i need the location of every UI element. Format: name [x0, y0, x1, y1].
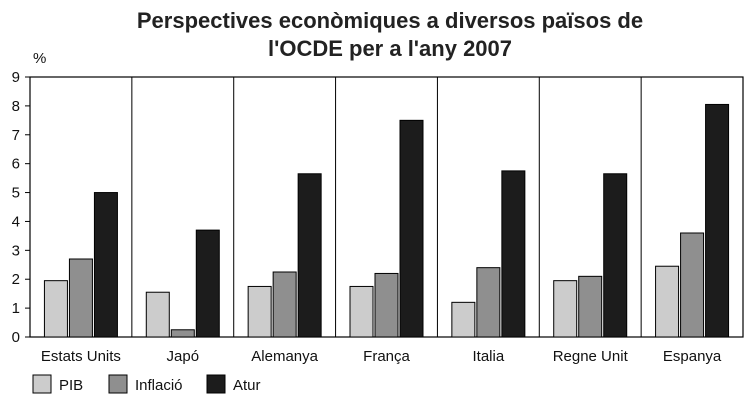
bar-atur	[399, 119, 424, 338]
category-label: Regne Unit	[553, 348, 629, 365]
bar-pib	[655, 265, 680, 338]
bar-atur	[195, 229, 220, 338]
legend-label: Atur	[233, 377, 261, 394]
chart-title-line-2: l'OCDE per a l'any 2007	[268, 36, 512, 61]
y-tick-label: 8	[12, 98, 20, 115]
bar-inflaci-	[170, 329, 195, 338]
category-label: Japó	[167, 348, 200, 365]
bar-atur	[297, 173, 322, 338]
y-tick-label: 6	[12, 156, 20, 173]
bar-atur	[705, 103, 730, 338]
bar-atur	[501, 170, 526, 338]
category-label: Espanya	[663, 348, 722, 365]
legend: PIB Inflació Atur	[32, 374, 261, 394]
legend-label: Inflació	[135, 377, 183, 394]
y-tick-label: 7	[12, 127, 20, 144]
y-tick-label: 9	[12, 69, 20, 86]
bar-inflaci-	[272, 271, 297, 338]
legend-swatch	[32, 374, 52, 394]
y-axis-unit: %	[33, 50, 46, 67]
category-label: Italia	[473, 348, 505, 365]
category-label: Alemanya	[251, 348, 318, 365]
plot-area: 0 1 2 3 4 5 6 7 8 9 Estats Units Japó Alemanya França…	[12, 69, 744, 365]
category-label: França	[363, 348, 410, 365]
legend-swatch	[108, 374, 128, 394]
bar-pib	[349, 285, 374, 338]
legend-label: PIB	[59, 377, 83, 394]
bar-inflaci-	[680, 232, 705, 338]
bar-inflaci-	[374, 272, 399, 338]
y-tick-label: 2	[12, 271, 20, 288]
bar-atur	[603, 173, 628, 338]
bar-atur	[93, 192, 118, 338]
y-tick-label: 3	[12, 242, 20, 259]
bar-pib	[451, 301, 476, 338]
bar-pib	[553, 280, 578, 338]
bar-inflaci-	[476, 267, 501, 338]
category-label: Estats Units	[41, 348, 121, 365]
y-tick-label: 4	[12, 213, 20, 230]
bar-pib	[247, 285, 272, 338]
y-tick-label: 0	[12, 329, 20, 346]
bar-inflaci-	[68, 258, 93, 338]
bar-pib	[43, 280, 68, 338]
chart-title-line-1: Perspectives econòmiques a diversos païs…	[137, 8, 643, 33]
y-tick-label: 5	[12, 185, 20, 202]
legend-swatch	[206, 374, 226, 394]
bar-pib	[145, 291, 170, 338]
bar-inflaci-	[578, 275, 603, 338]
y-tick-label: 1	[12, 300, 20, 317]
